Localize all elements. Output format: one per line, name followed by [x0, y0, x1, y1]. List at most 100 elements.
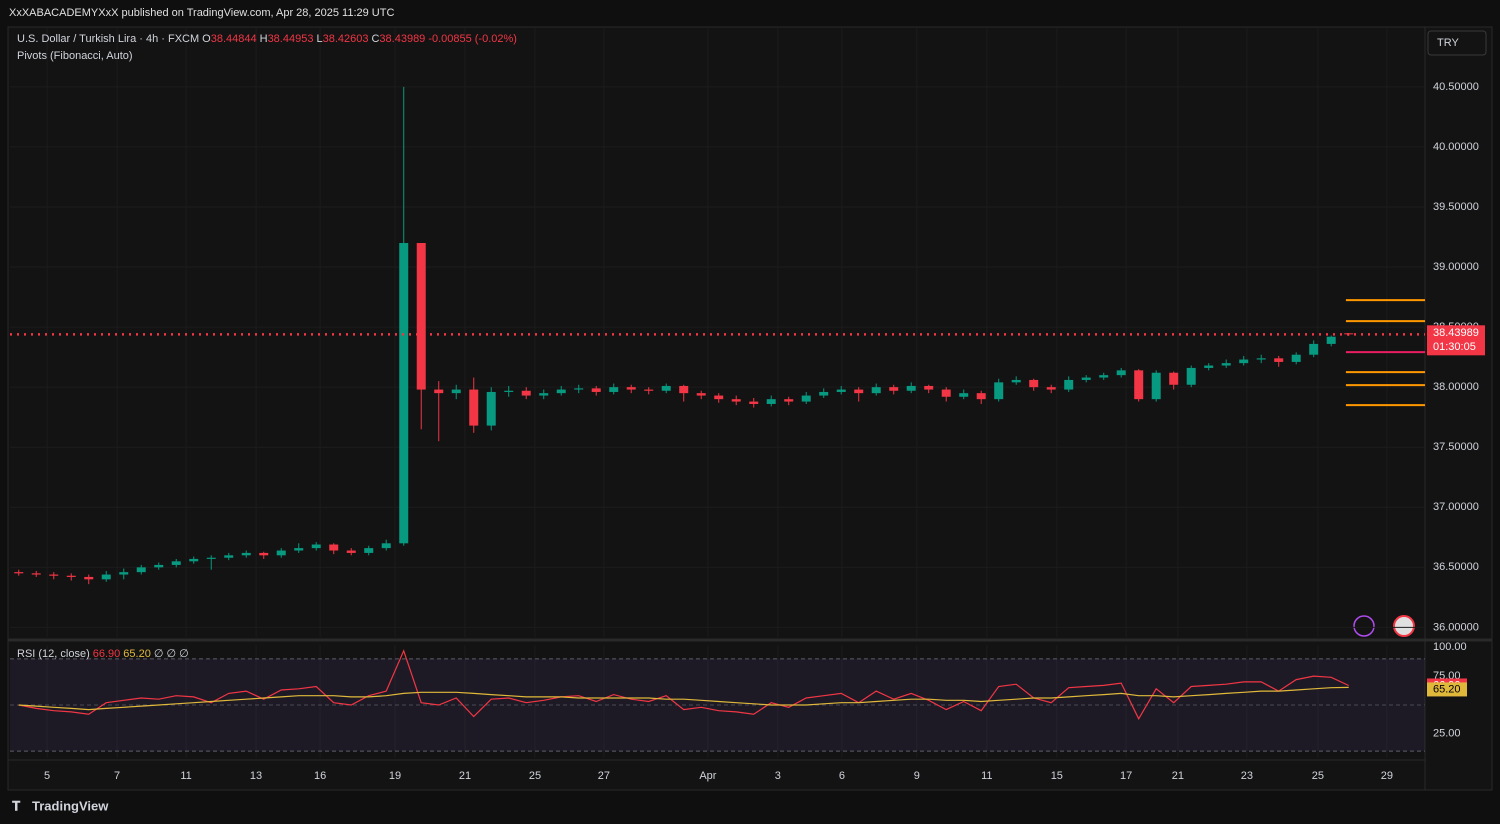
candle-body [1029, 379, 1039, 388]
x-tick-label: 17 [1120, 770, 1132, 782]
x-tick-label: 27 [598, 770, 610, 782]
x-tick-label: 29 [1381, 770, 1393, 782]
x-tick-label: 11 [981, 770, 992, 782]
candle-body [836, 389, 846, 392]
candle-body [1221, 363, 1231, 366]
candle-body [959, 393, 969, 397]
alert-icon[interactable] [1353, 615, 1375, 637]
rsi-null-values: ∅ ∅ ∅ [153, 648, 189, 660]
candle-body [311, 544, 321, 549]
x-tick-label: Apr [699, 770, 716, 782]
candle-body [731, 399, 741, 402]
candle-body [206, 557, 216, 559]
candle-body [1116, 370, 1126, 376]
ohlc-label: O [202, 33, 211, 45]
candle-body [31, 573, 41, 575]
x-tick-label: 11 [180, 770, 191, 782]
candle-body [101, 574, 111, 580]
y-tick-label: 100.00 [1433, 641, 1467, 653]
candle-body [1204, 365, 1214, 368]
ohlc-label: C [371, 33, 380, 45]
y-tick-label: 37.50000 [1433, 441, 1479, 453]
candle-body [609, 387, 619, 392]
candle-body [66, 575, 76, 577]
candle-body [364, 548, 374, 553]
y-tick-label: 40.00000 [1433, 141, 1479, 153]
candle-body [714, 395, 724, 400]
candle-body [521, 390, 531, 396]
candle-body [1169, 372, 1179, 385]
candle-body [329, 544, 339, 551]
publisher: XxXABACADEMYXxX published on TradingView… [9, 7, 395, 19]
ohlc-label: H [259, 33, 268, 45]
candle-body [749, 401, 759, 404]
candle-body [49, 574, 59, 576]
candle-body [819, 391, 829, 396]
candle-body [346, 550, 356, 553]
rsi-title: RSI (12, close) [17, 648, 90, 660]
ohlc-label: L [316, 33, 323, 45]
ohlc-value: 38.42603 [322, 33, 369, 45]
x-tick-label: 6 [839, 770, 845, 782]
candle-body [1011, 379, 1021, 383]
candle-body [644, 389, 654, 391]
change-value: -0.00855 [428, 33, 472, 45]
ohlc-value: 38.44844 [210, 33, 257, 45]
candle-body [889, 387, 899, 391]
candle-body [679, 385, 689, 394]
candle-body [451, 389, 461, 394]
y-tick-label: 39.00000 [1433, 261, 1479, 273]
x-tick-label: 21 [1172, 770, 1184, 782]
candle-body [241, 552, 251, 556]
x-tick-label: 15 [1051, 770, 1063, 782]
rsi-last-value: 66.90 [92, 648, 121, 660]
indicator-legend: Pivots (Fibonacci, Auto) [17, 50, 133, 62]
change-pct: (-0.02%) [474, 33, 517, 45]
y-tick-label: 25.00 [1433, 728, 1461, 740]
x-tick-label: 16 [314, 770, 326, 782]
candle-body [486, 391, 496, 426]
rsi-value-label: 65.20 [1433, 683, 1461, 695]
candle-body [171, 561, 181, 565]
x-tick-label: 25 [1312, 770, 1324, 782]
chart-frame [7, 26, 1493, 791]
countdown-label: 01:30:05 [1433, 341, 1476, 353]
x-tick-label: 3 [775, 770, 781, 782]
candle-body [994, 382, 1004, 400]
rsi-legend: RSI (12, close) 66.90 65.20 ∅ ∅ ∅ [17, 647, 192, 660]
candle-body [574, 388, 584, 390]
currency-button[interactable] [1427, 30, 1487, 56]
candle-body [1134, 370, 1144, 400]
last-price-badge [1427, 325, 1485, 356]
price-legend: U.S. Dollar / Turkish Lira · 4h · FXCM O3… [17, 33, 520, 45]
candle-body [1239, 359, 1249, 364]
candle-body [801, 395, 811, 402]
rsi-line [18, 649, 1349, 721]
x-tick-label: 7 [114, 770, 120, 782]
candle-body [119, 572, 129, 575]
candle-body [1064, 379, 1074, 390]
candle-body [1274, 358, 1284, 362]
rsi-value-badge [1427, 682, 1467, 697]
ohlc-value: 38.44953 [267, 33, 314, 45]
candle-body [1081, 377, 1091, 380]
candle-body [84, 576, 94, 580]
candle-body [661, 385, 671, 391]
y-tick-label: 36.50000 [1433, 561, 1479, 573]
candle-body [784, 399, 794, 402]
rsi-last-value: 65.20 [123, 648, 151, 660]
candle-body [556, 389, 566, 394]
x-tick-label: 9 [914, 770, 920, 782]
candle-body [539, 393, 549, 396]
candle-body [871, 387, 881, 394]
candle-body [941, 389, 951, 397]
y-tick-label: 37.00000 [1433, 501, 1479, 513]
candle-body [626, 387, 636, 390]
flag-icon[interactable] [1393, 615, 1415, 637]
y-tick-label: 36.00000 [1433, 621, 1479, 633]
candle-body [1186, 367, 1196, 385]
candle-body [416, 243, 426, 390]
candle-body [1309, 343, 1319, 355]
brand: TradingView [32, 798, 109, 813]
